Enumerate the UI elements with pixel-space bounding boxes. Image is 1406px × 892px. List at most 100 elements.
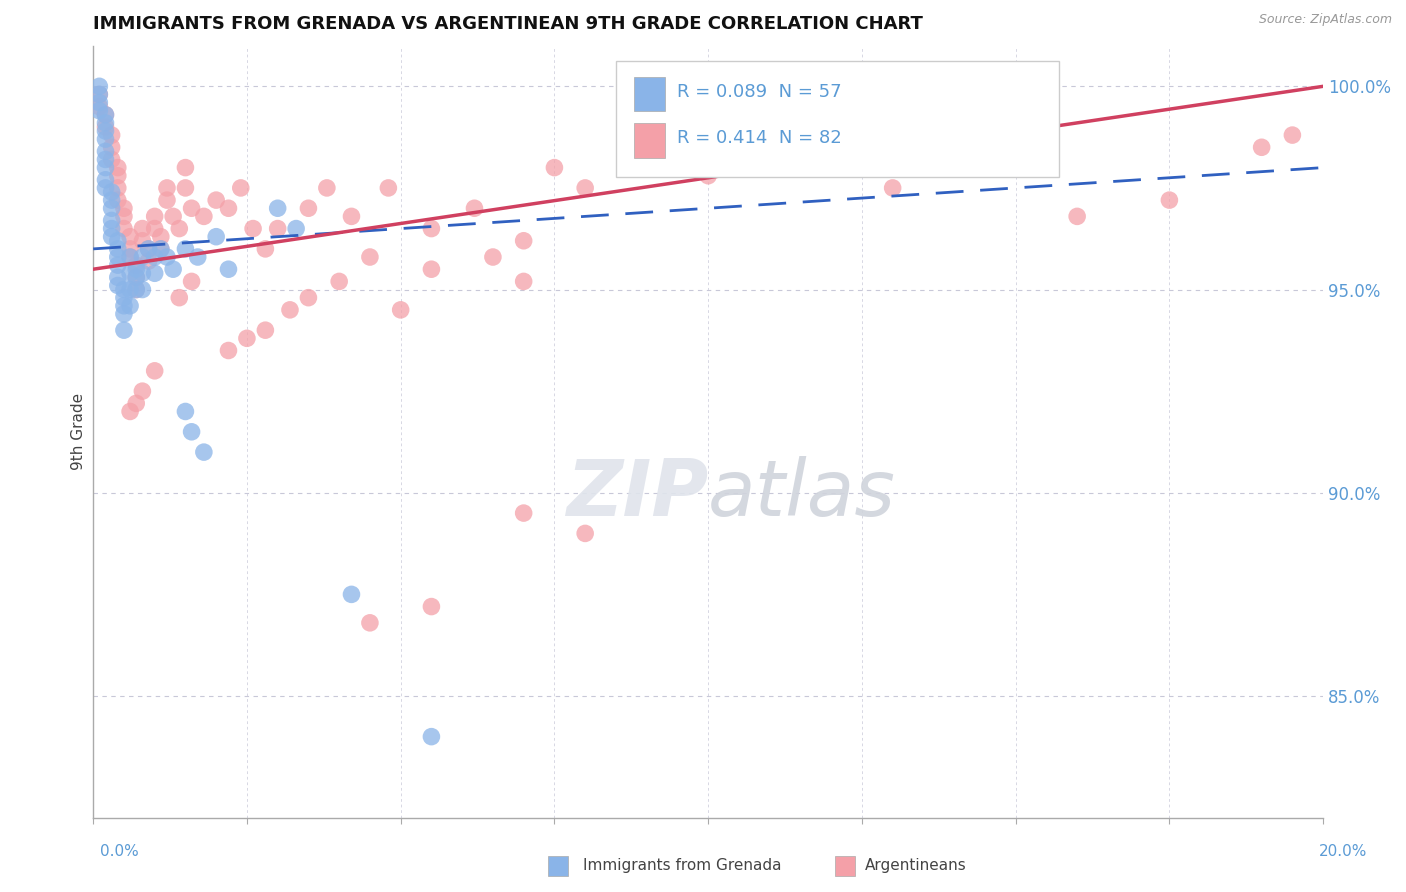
Point (131, 384, 153, 399)
Point (94, 153, 117, 167)
Text: Source: ZipAtlas.com: Source: ZipAtlas.com (1258, 13, 1392, 27)
Point (574, 526, 596, 541)
Point (112, 201, 135, 215)
Point (100, 140, 122, 154)
Point (463, 201, 485, 215)
Point (420, 262, 443, 277)
Point (120, 229, 142, 244)
Point (112, 307, 135, 321)
Point (89, 87, 111, 102)
Point (205, 229, 228, 244)
Point (107, 242, 129, 256)
Point (636, 140, 658, 154)
Point (120, 283, 142, 297)
Point (218, 201, 240, 215)
Point (193, 445, 215, 459)
Point (758, 153, 780, 167)
Point (120, 266, 142, 280)
Point (89, 79, 111, 94)
FancyBboxPatch shape (634, 77, 665, 112)
FancyBboxPatch shape (616, 62, 1059, 177)
Point (420, 599, 443, 614)
Point (697, 169, 720, 183)
Point (543, 161, 565, 175)
Point (340, 210, 363, 224)
Point (120, 299, 142, 313)
Point (156, 181, 179, 195)
Point (112, 323, 135, 337)
Point (107, 250, 129, 264)
Point (1250, 140, 1272, 154)
Point (94, 181, 117, 195)
Point (100, 153, 122, 167)
Point (94, 145, 117, 159)
Point (512, 274, 534, 288)
Point (420, 221, 443, 235)
Point (94, 161, 117, 175)
Point (180, 425, 202, 439)
Text: atlas: atlas (709, 456, 896, 532)
Point (138, 242, 160, 256)
Point (125, 283, 148, 297)
Point (107, 270, 129, 285)
Point (125, 283, 148, 297)
Point (254, 242, 277, 256)
Point (112, 221, 135, 235)
Point (120, 242, 142, 256)
Point (112, 283, 135, 297)
Point (131, 266, 153, 280)
Point (174, 161, 197, 175)
Point (315, 181, 337, 195)
Point (100, 185, 122, 199)
Point (236, 331, 259, 345)
Point (100, 193, 122, 207)
Point (94, 108, 117, 122)
Point (820, 128, 842, 142)
Text: 0.0%: 0.0% (100, 845, 139, 859)
Point (242, 221, 264, 235)
Text: Immigrants from Grenada: Immigrants from Grenada (583, 858, 782, 872)
Point (125, 258, 148, 272)
Point (100, 201, 122, 215)
Point (143, 210, 166, 224)
Point (420, 730, 443, 744)
Point (266, 201, 288, 215)
Point (187, 250, 209, 264)
Point (94, 116, 117, 130)
Text: IMMIGRANTS FROM GRENADA VS ARGENTINEAN 9TH GRADE CORRELATION CHART: IMMIGRANTS FROM GRENADA VS ARGENTINEAN 9… (93, 15, 924, 33)
Point (143, 221, 166, 235)
Point (156, 193, 179, 207)
Point (1159, 193, 1181, 207)
Point (112, 210, 135, 224)
Point (285, 221, 308, 235)
Point (94, 124, 117, 138)
Point (266, 221, 288, 235)
Point (973, 161, 995, 175)
Point (162, 262, 184, 277)
Point (162, 210, 184, 224)
Point (125, 396, 148, 410)
Y-axis label: 9th Grade: 9th Grade (72, 393, 86, 470)
Point (112, 299, 135, 313)
FancyBboxPatch shape (634, 123, 665, 158)
Point (882, 181, 904, 195)
Point (107, 181, 129, 195)
Point (131, 221, 153, 235)
Point (120, 250, 142, 264)
Point (1066, 210, 1088, 224)
Text: Argentineans: Argentineans (865, 858, 966, 872)
Point (100, 213, 122, 227)
Text: ZIP: ZIP (565, 456, 709, 532)
Point (278, 302, 301, 317)
Point (169, 221, 191, 235)
Point (138, 254, 160, 268)
Point (89, 100, 111, 114)
Point (328, 274, 350, 288)
Point (89, 95, 111, 110)
Point (89, 103, 111, 118)
Point (143, 364, 166, 378)
Point (107, 193, 129, 207)
Point (174, 242, 197, 256)
Point (180, 274, 202, 288)
Point (100, 221, 122, 235)
